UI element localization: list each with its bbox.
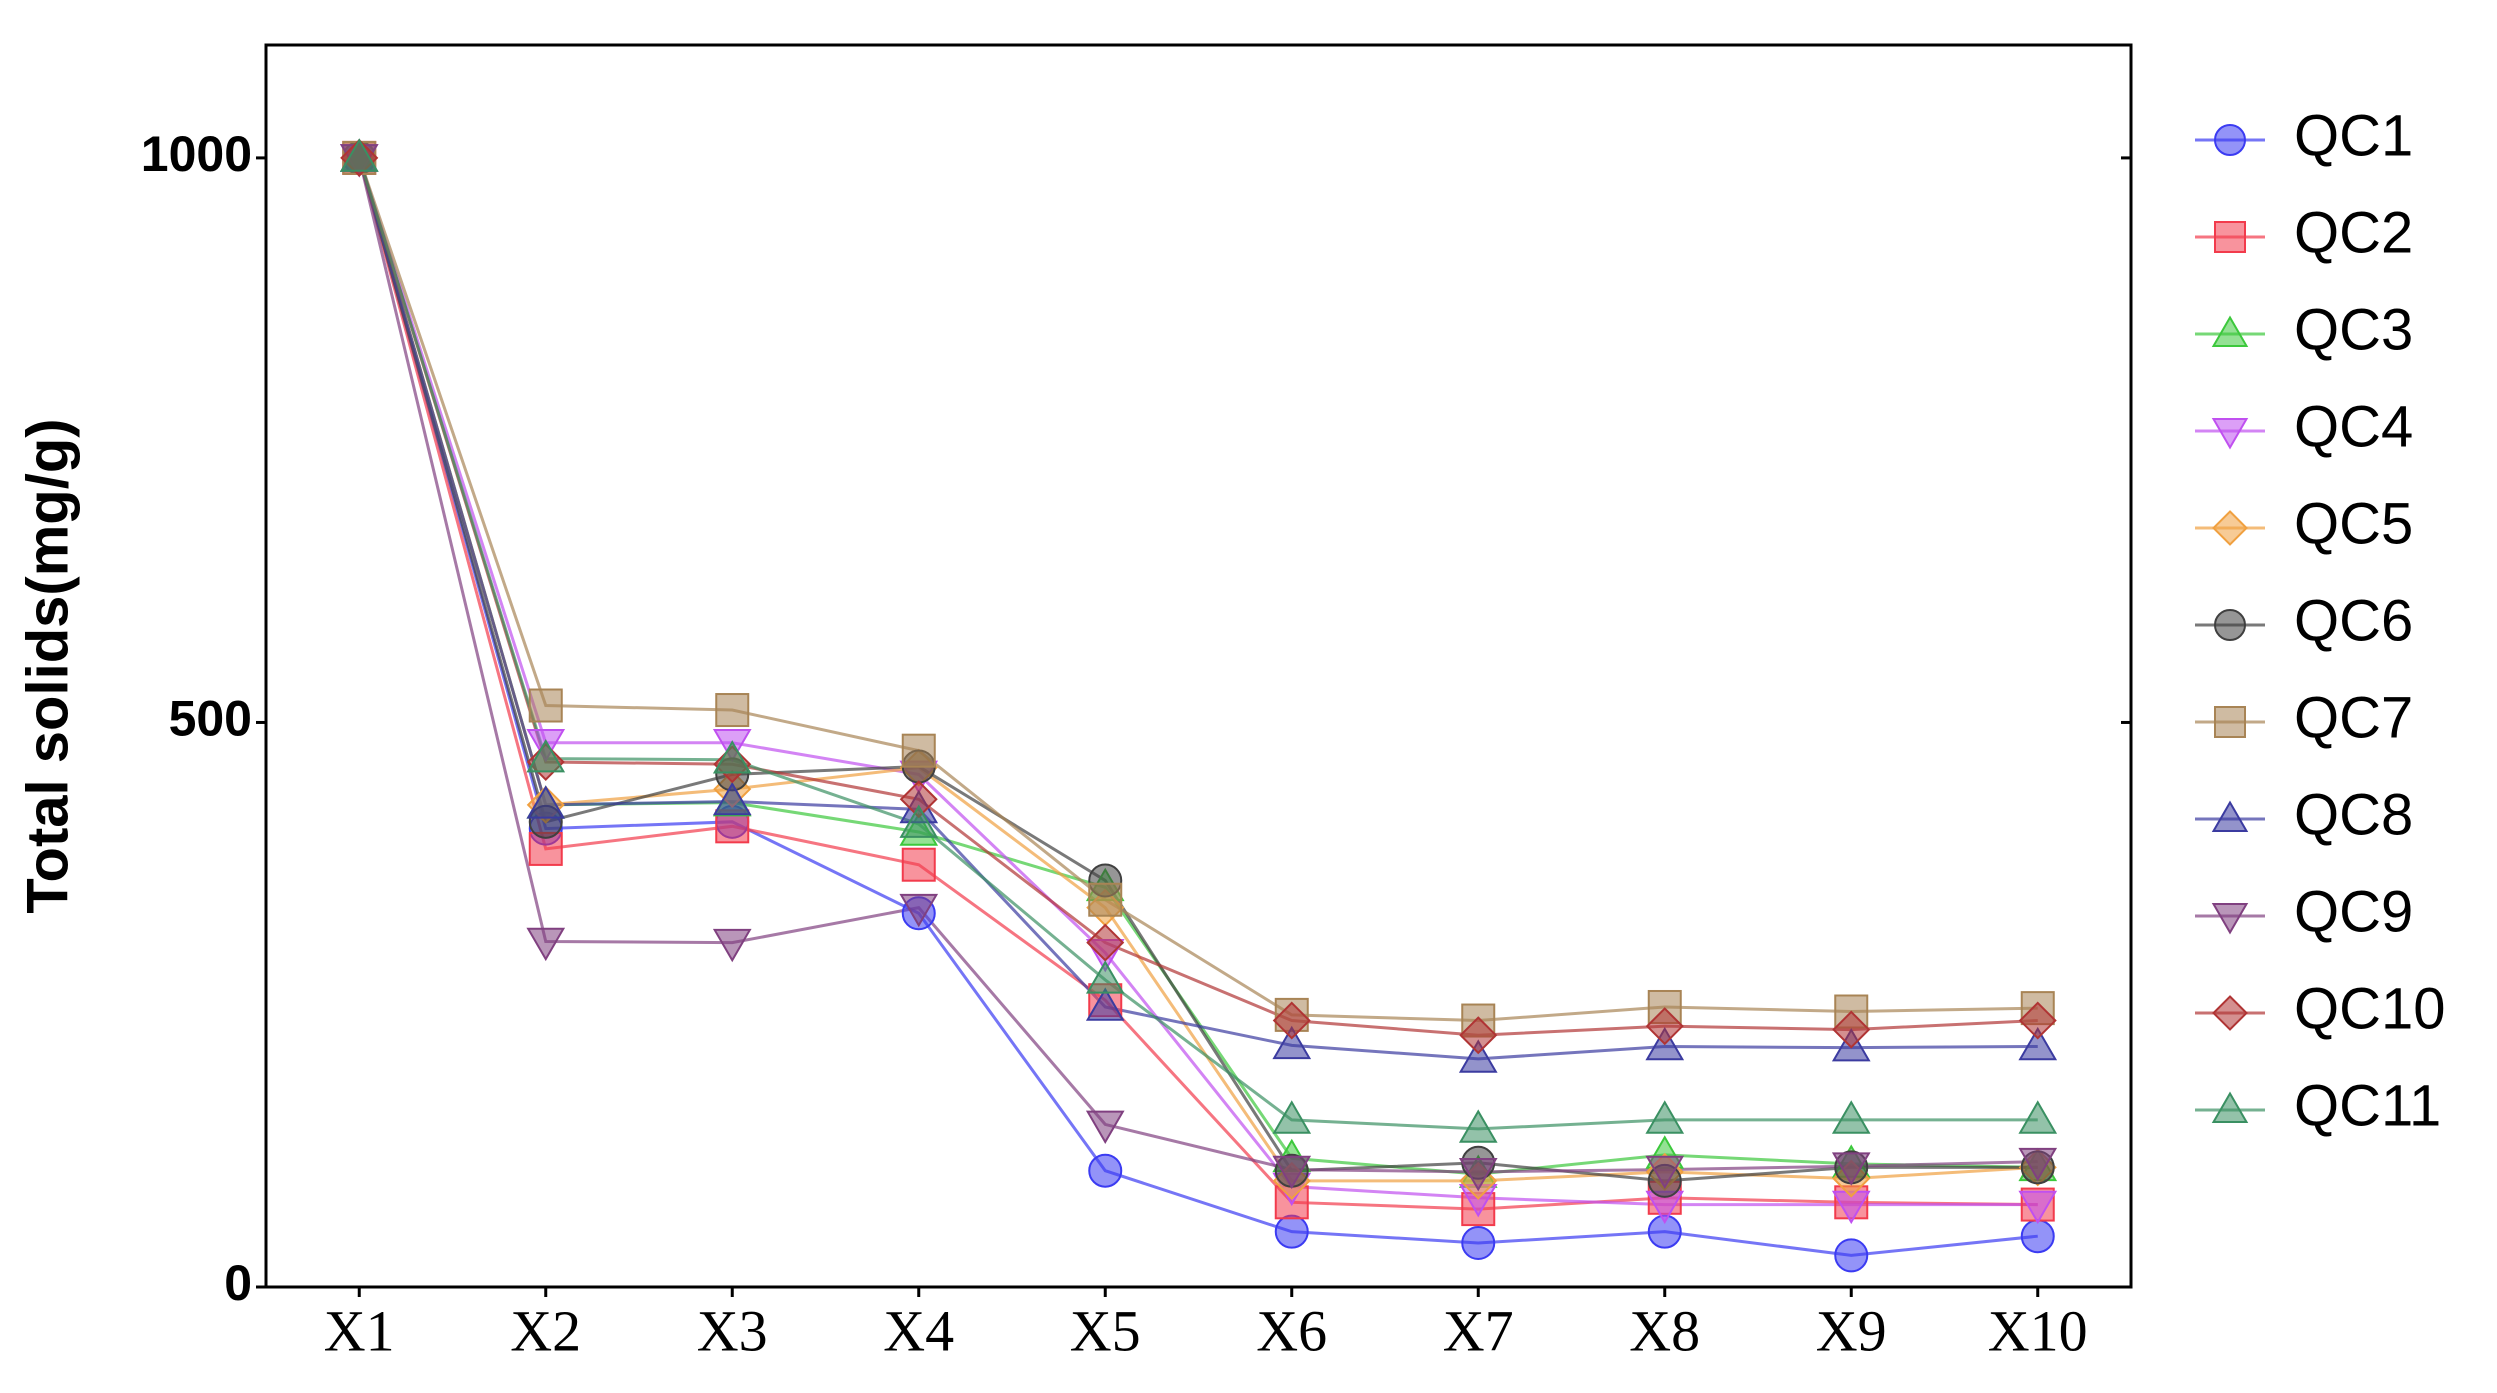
data-point — [528, 688, 563, 723]
legend-label: QC11 — [2294, 1073, 2441, 1138]
legend-marker — [2212, 510, 2248, 546]
legend-marker — [2211, 418, 2249, 450]
legend-marker — [2214, 706, 2246, 738]
data-point — [526, 738, 566, 773]
legend-marker — [2214, 221, 2246, 253]
data-point — [1458, 1109, 1498, 1143]
data-point — [2018, 1100, 2058, 1134]
data-point — [1085, 960, 1125, 994]
legend-marker — [2212, 995, 2248, 1031]
legend-label: QC7 — [2294, 685, 2413, 750]
data-point — [1272, 1001, 1311, 1040]
data-point — [715, 693, 750, 728]
series-line — [357, 157, 2038, 1257]
x-tick-label: X1 — [324, 1298, 395, 1363]
legend-label: QC1 — [2294, 103, 2413, 168]
legend-label: QC8 — [2294, 782, 2413, 847]
x-tick-label: X4 — [883, 1298, 954, 1363]
data-point — [2018, 1147, 2058, 1182]
data-point — [1645, 1100, 1685, 1134]
data-point — [2018, 1190, 2058, 1225]
legend-label: QC10 — [2294, 976, 2446, 1041]
legend-marker — [2214, 124, 2246, 156]
data-point — [712, 781, 752, 816]
data-point — [1459, 1016, 1498, 1055]
data-point — [901, 733, 936, 768]
data-point — [1645, 1007, 1684, 1046]
data-point — [1834, 1238, 1869, 1273]
data-point — [1088, 882, 1123, 917]
series-line — [357, 157, 2038, 1023]
legend-label: QC6 — [2294, 588, 2413, 653]
y-tick-label: 0 — [224, 1255, 252, 1311]
data-point — [526, 927, 566, 962]
data-point — [1272, 1100, 1312, 1134]
data-point — [2020, 1219, 2055, 1254]
x-tick-label: X6 — [1256, 1298, 1327, 1363]
data-point — [1088, 1153, 1123, 1188]
data-point — [1461, 1225, 1496, 1260]
data-point — [339, 138, 379, 172]
legend-label: QC9 — [2294, 879, 2413, 944]
legend-marker — [2211, 903, 2249, 935]
data-point — [1831, 1152, 1871, 1186]
data-point — [1272, 1025, 1312, 1060]
data-point — [1086, 923, 1125, 962]
data-point — [1832, 1010, 1871, 1049]
legend-label: QC2 — [2294, 200, 2413, 265]
data-point — [899, 804, 939, 838]
legend-label: QC4 — [2294, 394, 2413, 459]
plot-frame — [264, 43, 2133, 1289]
legend-marker — [2211, 315, 2249, 347]
legend-label: QC3 — [2294, 297, 2413, 362]
legend-marker — [2211, 1091, 2249, 1123]
data-point — [901, 847, 936, 882]
data-point — [1458, 1039, 1498, 1073]
series-line — [357, 157, 2038, 1174]
series-line — [357, 157, 2038, 1207]
data-point — [2018, 1001, 2057, 1040]
series-line — [357, 157, 2038, 1061]
data-point — [1458, 1158, 1498, 1192]
x-tick-label: X9 — [1816, 1298, 1887, 1363]
legend-marker — [2214, 609, 2246, 641]
series-line — [357, 157, 2038, 1037]
x-tick-label: X2 — [510, 1298, 581, 1363]
data-point — [712, 740, 752, 774]
data-point — [712, 928, 752, 963]
y-axis-label: Total solids(mg/g) — [15, 418, 80, 913]
series-line — [357, 157, 2038, 1211]
data-point — [2018, 1026, 2058, 1061]
series-line — [357, 157, 2038, 1131]
data-point — [526, 785, 566, 819]
data-point — [1274, 1214, 1309, 1249]
legend-marker — [2211, 800, 2249, 832]
x-tick-label: X5 — [1070, 1298, 1141, 1363]
data-point — [1272, 1155, 1312, 1190]
y-tick-label: 500 — [169, 691, 252, 747]
legend-label: QC5 — [2294, 491, 2413, 556]
series-line — [357, 157, 2038, 1176]
x-tick-label: X3 — [697, 1298, 768, 1363]
y-tick-label: 1000 — [141, 126, 252, 182]
x-tick-label: X10 — [1988, 1298, 2088, 1363]
data-point — [1085, 1110, 1125, 1145]
data-point — [899, 893, 939, 928]
x-tick-label: X8 — [1629, 1298, 1700, 1363]
data-point — [1085, 987, 1125, 1021]
x-tick-label: X7 — [1443, 1298, 1514, 1363]
data-point — [1645, 1155, 1685, 1190]
data-point — [1831, 1100, 1871, 1134]
